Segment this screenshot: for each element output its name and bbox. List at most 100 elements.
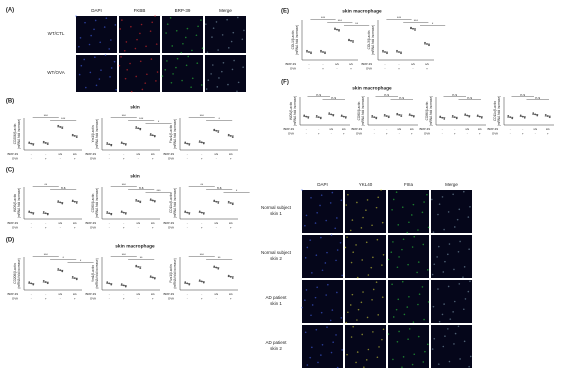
signal xyxy=(406,231,409,234)
row-label: WT/OVA xyxy=(47,70,64,75)
x-row-name: BRP-39 xyxy=(7,221,18,225)
y-axis-label: (mRNA fold increase) xyxy=(95,119,99,149)
signal xyxy=(230,40,233,43)
dot xyxy=(202,142,205,145)
signal xyxy=(316,211,318,214)
y-axis-label: (mRNA fold increase) xyxy=(361,96,365,126)
signal xyxy=(426,269,429,271)
signal xyxy=(155,80,157,82)
signal xyxy=(80,64,83,67)
dot xyxy=(428,44,430,47)
signal xyxy=(311,272,313,274)
micrograph xyxy=(388,235,429,278)
micrograph xyxy=(345,280,386,323)
micrograph xyxy=(345,190,386,233)
x-row-mark: s/s xyxy=(411,62,415,66)
sig-label: *** xyxy=(122,114,127,118)
signal xyxy=(366,316,369,319)
x-row-name: OVA xyxy=(168,225,174,229)
x-row-mark: - xyxy=(109,292,110,296)
panel-label: (A) xyxy=(6,8,14,14)
dot xyxy=(217,202,220,204)
dot xyxy=(122,142,125,145)
x-row-mark: + xyxy=(386,131,388,135)
micrograph xyxy=(162,16,203,53)
signal xyxy=(347,311,349,314)
signal xyxy=(327,283,329,286)
dot xyxy=(375,117,378,120)
dot xyxy=(231,277,234,279)
signal xyxy=(175,66,177,69)
dot xyxy=(441,116,444,119)
micrograph xyxy=(388,325,429,368)
signal xyxy=(125,41,128,43)
sig-label: *** xyxy=(122,183,127,187)
signal xyxy=(310,314,312,317)
signal xyxy=(423,201,425,203)
signal xyxy=(321,269,324,272)
x-row-mark: - xyxy=(187,296,188,300)
x-row-mark: - xyxy=(510,131,511,135)
y-axis-label: COL1/β-actin xyxy=(291,30,295,49)
dot xyxy=(153,135,156,138)
sig-label: *** xyxy=(157,189,162,193)
x-row-mark: - xyxy=(45,221,46,225)
signal xyxy=(462,276,464,278)
signal xyxy=(468,248,470,250)
y-axis-label: iNOS/β-actin xyxy=(13,194,17,212)
dot xyxy=(75,202,78,204)
x-row-mark: + xyxy=(547,131,549,135)
signal xyxy=(339,241,342,244)
signal xyxy=(200,84,203,86)
dot xyxy=(439,115,442,118)
y-axis-label: (mRNA fold increase) xyxy=(95,188,99,218)
signal xyxy=(422,243,425,246)
dot xyxy=(28,210,31,213)
micrograph xyxy=(302,235,343,278)
dot xyxy=(198,210,201,213)
column-header: FIIIa xyxy=(404,182,413,187)
signal xyxy=(417,335,420,338)
dot xyxy=(108,212,111,215)
signal xyxy=(306,364,309,366)
x-row-name: BRP-39 xyxy=(163,221,174,225)
signal xyxy=(311,346,313,349)
y-axis-label: (mRNA fold increase) xyxy=(95,258,99,288)
signal xyxy=(351,219,354,221)
signal xyxy=(375,281,378,283)
panel-label: (E) xyxy=(281,9,289,15)
signal xyxy=(83,58,85,61)
dot xyxy=(149,275,152,278)
sig-label: n.s xyxy=(452,93,457,97)
dot xyxy=(334,27,336,30)
signal xyxy=(304,299,306,302)
x-row-mark: s/s xyxy=(58,221,62,225)
signal xyxy=(205,88,208,90)
dot xyxy=(217,131,220,133)
signal xyxy=(427,226,430,229)
signal xyxy=(176,57,179,60)
signal xyxy=(124,77,127,80)
panel-label: (F) xyxy=(281,80,289,86)
signal xyxy=(381,264,383,266)
y-axis-label: (mRNA fold increase) xyxy=(17,258,21,288)
signal xyxy=(352,251,355,253)
x-row-mark: - xyxy=(201,292,202,296)
dot xyxy=(184,141,187,144)
dot xyxy=(336,28,338,31)
dot xyxy=(398,114,401,116)
x-row-mark: s/s xyxy=(465,127,469,131)
sig-label: n.s xyxy=(61,186,66,190)
signal xyxy=(387,333,390,335)
signal xyxy=(403,313,406,316)
x-row-mark: s/s xyxy=(342,127,346,131)
dot xyxy=(231,203,234,206)
signal xyxy=(352,325,355,328)
signal xyxy=(356,351,359,353)
x-row-name: BRP-39 xyxy=(7,292,18,296)
row-label: Normal subject xyxy=(261,250,292,255)
x-row-mark: - xyxy=(535,131,536,135)
y-axis-label: Ym1/β-actin xyxy=(91,265,95,282)
signal xyxy=(416,271,418,274)
signal xyxy=(129,62,131,65)
